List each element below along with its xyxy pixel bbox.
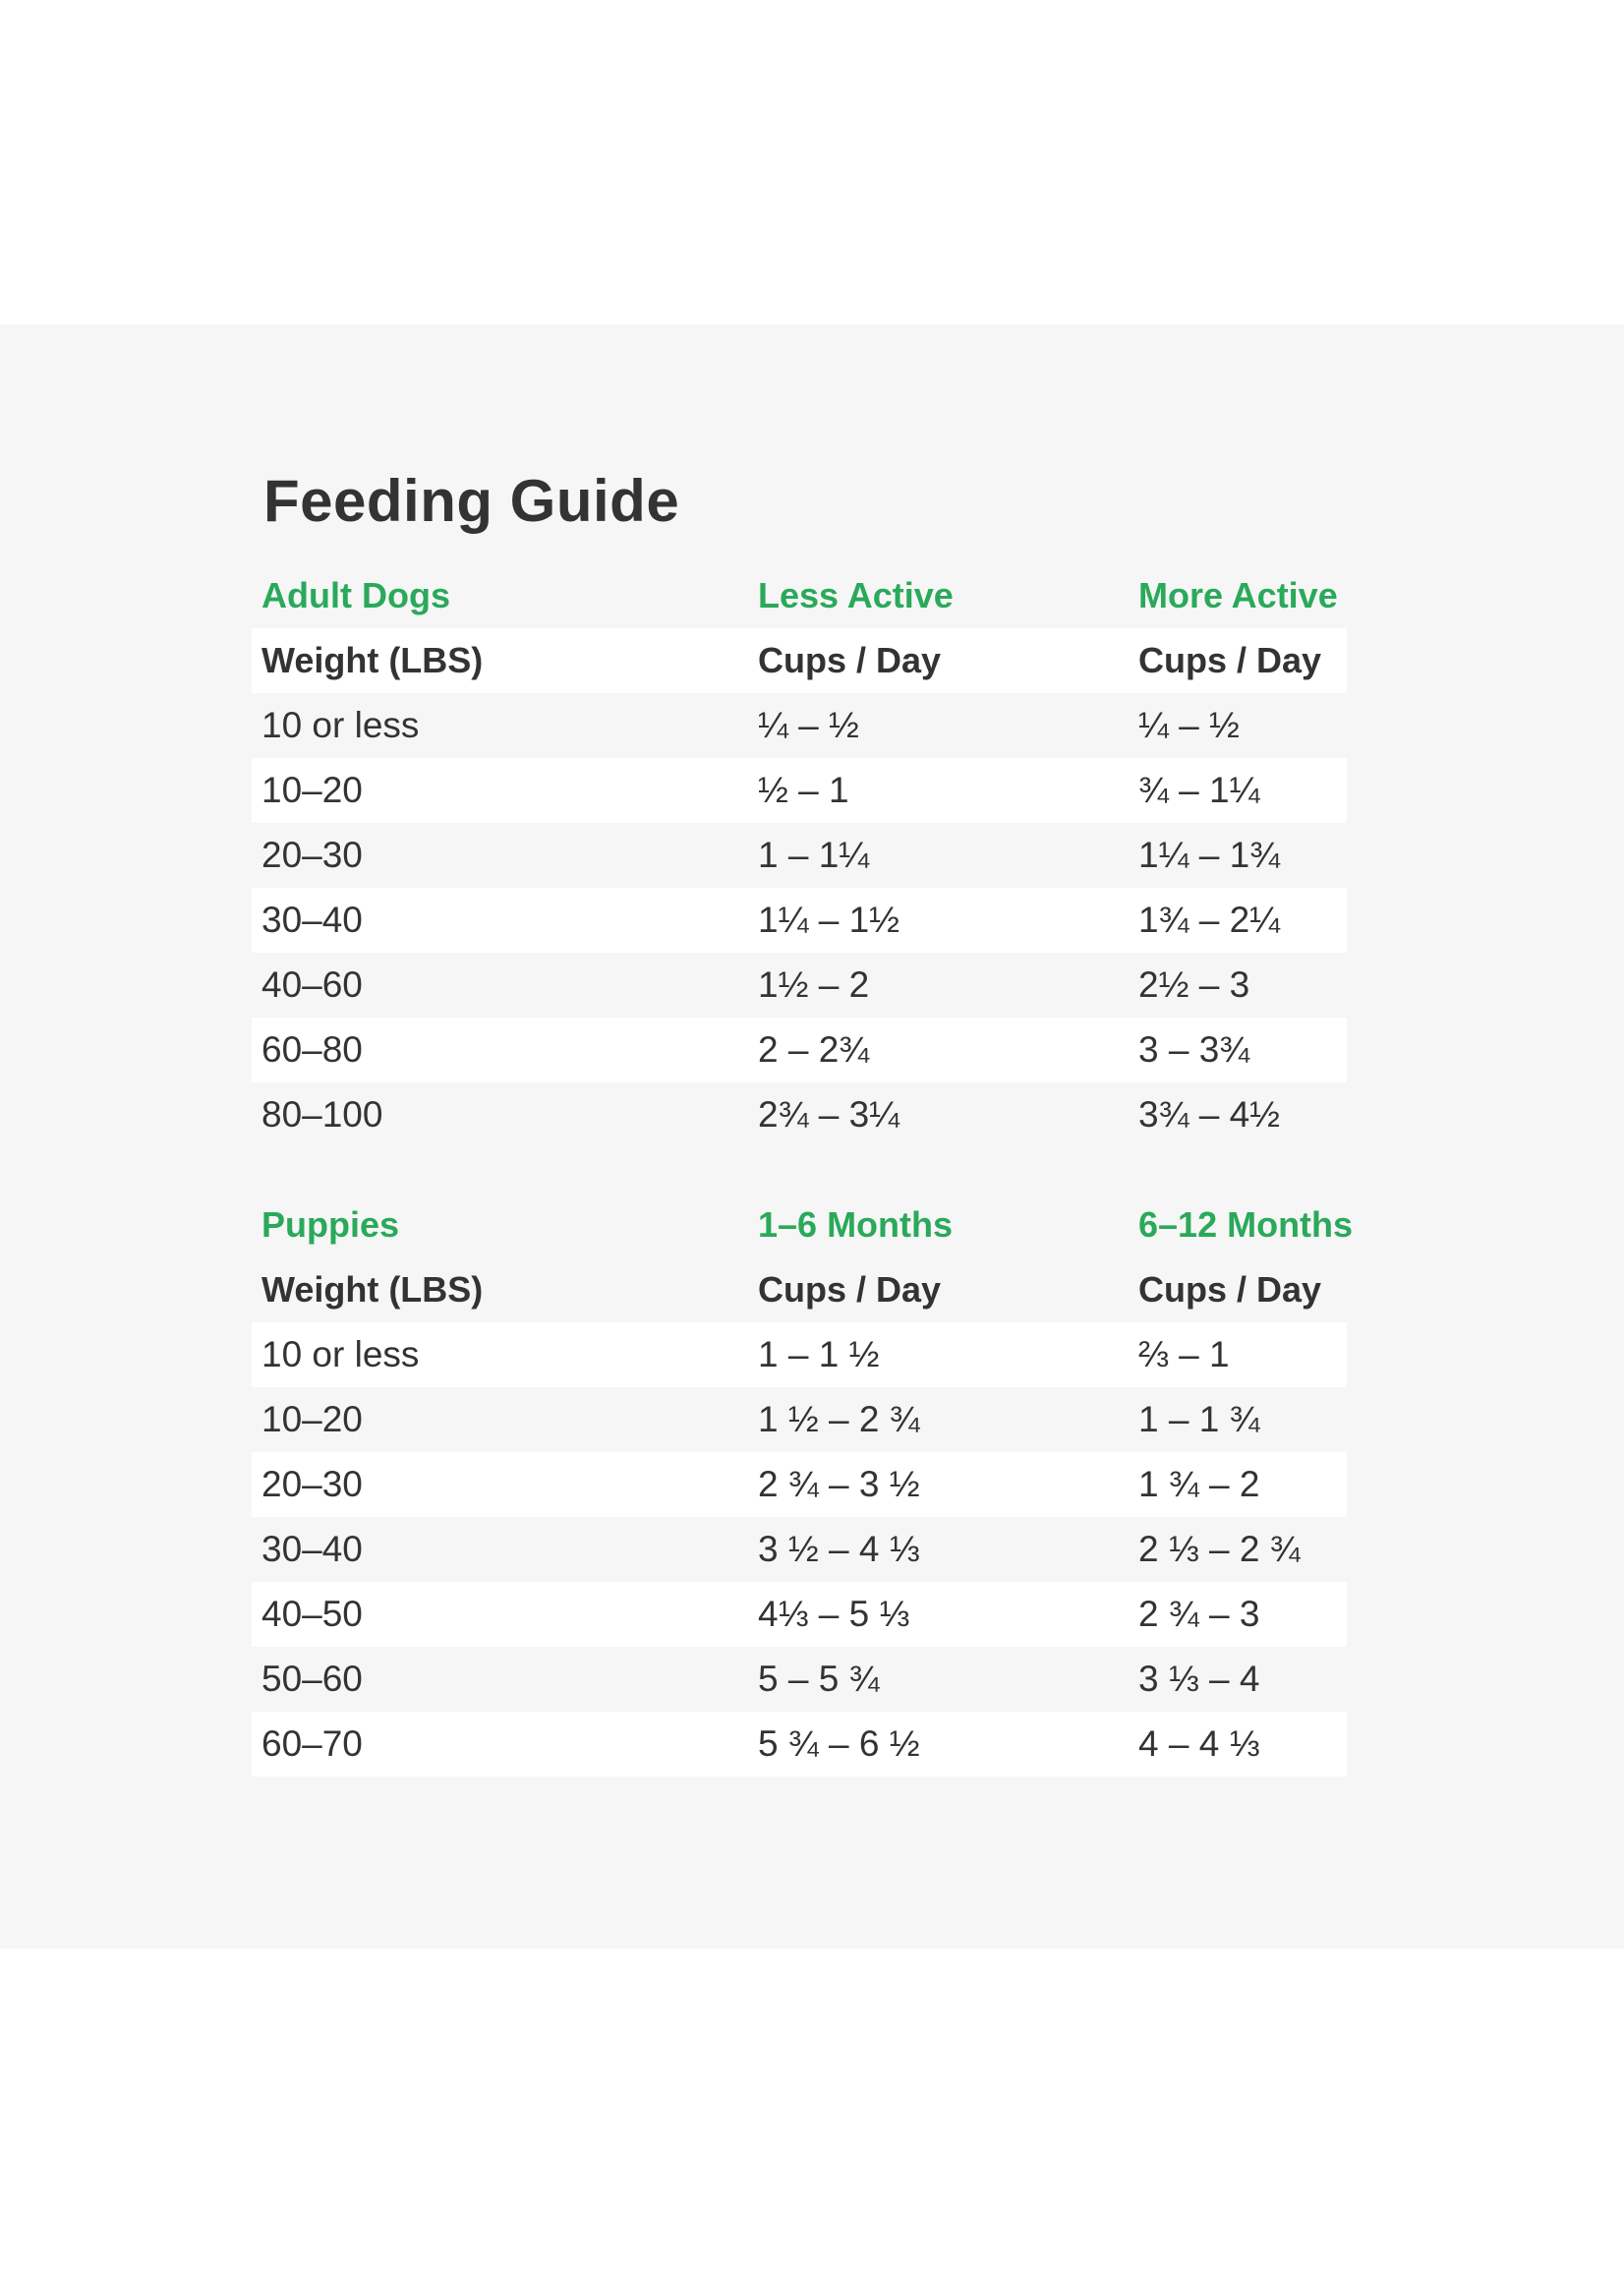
section-label: Puppies <box>261 1204 400 1245</box>
weight-cell: 30–40 <box>261 1529 363 1569</box>
table-row: 60–80 2 – 2¾ 3 – 3¾ <box>252 1018 1347 1082</box>
table-row: 10–20 ½ – 1 ¾ – 1¼ <box>252 758 1347 823</box>
weight-cell: 50–60 <box>261 1659 363 1699</box>
cups-cell: 3 ½ – 4 ⅓ <box>758 1529 920 1569</box>
cups-cell: 1 – 1 ½ <box>758 1334 880 1374</box>
weight-cell: 10 or less <box>261 705 420 745</box>
weight-cell: 40–50 <box>261 1594 363 1634</box>
weight-cell: 60–80 <box>261 1029 363 1070</box>
table-row: 10 or less ¼ – ½ ¼ – ½ <box>252 693 1347 758</box>
cups-cell: 2½ – 3 <box>1138 964 1250 1005</box>
cups-cell: 1¼ – 1¾ <box>1138 835 1281 875</box>
cups-cell: 5 ¾ – 6 ½ <box>758 1723 920 1764</box>
cups-cell: 1 – 1¼ <box>758 835 870 875</box>
section-label: Adult Dogs <box>261 575 450 615</box>
cups-cell: 2 ¾ – 3 ½ <box>758 1464 920 1504</box>
weight-cell: 10–20 <box>261 1399 363 1439</box>
cups-cell: ¼ – ½ <box>1138 705 1240 745</box>
page-title: Feeding Guide <box>263 468 680 534</box>
table-row: 30–40 3 ½ – 4 ⅓ 2 ⅓ – 2 ¾ <box>252 1517 1347 1582</box>
cups-cell: 4⅓ – 5 ⅓ <box>758 1594 910 1634</box>
cups-cell: 1½ – 2 <box>758 964 870 1005</box>
cups-cell: 2 ¾ – 3 <box>1138 1594 1260 1634</box>
header-cups-per-day: Cups / Day <box>1138 640 1322 680</box>
weight-cell: 40–60 <box>261 964 363 1005</box>
table-row: 40–50 4⅓ – 5 ⅓ 2 ¾ – 3 <box>252 1582 1347 1647</box>
cups-cell: 4 – 4 ⅓ <box>1138 1723 1260 1764</box>
weight-cell: 60–70 <box>261 1723 363 1764</box>
weight-cell: 10–20 <box>261 770 363 810</box>
weight-cell: 80–100 <box>261 1094 383 1135</box>
table-row: 10–20 1 ½ – 2 ¾ 1 – 1 ¾ <box>252 1387 1347 1452</box>
cups-cell: ⅔ – 1 <box>1138 1334 1230 1374</box>
header-weight: Weight (LBS) <box>261 1269 484 1310</box>
column-label-6-12-months: 6–12 Months <box>1138 1204 1354 1245</box>
cups-cell: 1¼ – 1½ <box>758 900 900 940</box>
column-label-1-6-months: 1–6 Months <box>758 1204 954 1245</box>
cups-cell: 3¾ – 4½ <box>1138 1094 1281 1135</box>
table-row: 10 or less 1 – 1 ½ ⅔ – 1 <box>252 1322 1347 1387</box>
header-weight: Weight (LBS) <box>261 640 484 680</box>
cups-cell: 3 ⅓ – 4 <box>1138 1659 1260 1699</box>
cups-cell: 3 – 3¾ <box>1138 1029 1250 1070</box>
table-row: 60–70 5 ¾ – 6 ½ 4 – 4 ⅓ <box>252 1712 1347 1777</box>
cups-cell: 2¾ – 3¼ <box>758 1094 900 1135</box>
adult-dogs-table: Adult Dogs Less Active More Active Weigh… <box>252 563 1347 1147</box>
column-label-less-active: Less Active <box>758 575 954 615</box>
table-row: 30–40 1¼ – 1½ 1¾ – 2¼ <box>252 888 1347 953</box>
header-cups-per-day: Cups / Day <box>758 640 942 680</box>
table-row: 20–30 2 ¾ – 3 ½ 1 ¾ – 2 <box>252 1452 1347 1517</box>
section-label-row: Puppies 1–6 Months 6–12 Months <box>252 1193 1353 1257</box>
cups-cell: 1¾ – 2¼ <box>1138 900 1281 940</box>
cups-cell: 1 – 1 ¾ <box>1138 1399 1260 1439</box>
column-label-more-active: More Active <box>1138 575 1338 615</box>
cups-cell: ¼ – ½ <box>758 705 859 745</box>
weight-cell: 20–30 <box>261 835 363 875</box>
table-header-row: Weight (LBS) Cups / Day Cups / Day <box>252 1257 1347 1322</box>
weight-cell: 10 or less <box>261 1334 420 1374</box>
header-cups-per-day: Cups / Day <box>1138 1269 1322 1310</box>
puppies-table: Puppies 1–6 Months 6–12 Months Weight (L… <box>252 1193 1353 1777</box>
cups-cell: 1 ½ – 2 ¾ <box>758 1399 920 1439</box>
section-label-row: Adult Dogs Less Active More Active <box>252 563 1347 628</box>
cups-cell: 1 ¾ – 2 <box>1138 1464 1260 1504</box>
cups-cell: 5 – 5 ¾ <box>758 1659 880 1699</box>
cups-cell: ½ – 1 <box>758 770 849 810</box>
table-header-row: Weight (LBS) Cups / Day Cups / Day <box>252 628 1347 693</box>
cups-cell: 2 – 2¾ <box>758 1029 870 1070</box>
cups-cell: ¾ – 1¼ <box>1138 770 1260 810</box>
weight-cell: 30–40 <box>261 900 363 940</box>
table-row: 40–60 1½ – 2 2½ – 3 <box>252 953 1347 1018</box>
feeding-guide-panel <box>0 324 1624 1949</box>
table-row: 50–60 5 – 5 ¾ 3 ⅓ – 4 <box>252 1647 1347 1712</box>
table-row: 80–100 2¾ – 3¼ 3¾ – 4½ <box>252 1082 1347 1147</box>
header-cups-per-day: Cups / Day <box>758 1269 942 1310</box>
cups-cell: 2 ⅓ – 2 ¾ <box>1138 1529 1301 1569</box>
weight-cell: 20–30 <box>261 1464 363 1504</box>
table-row: 20–30 1 – 1¼ 1¼ – 1¾ <box>252 823 1347 888</box>
